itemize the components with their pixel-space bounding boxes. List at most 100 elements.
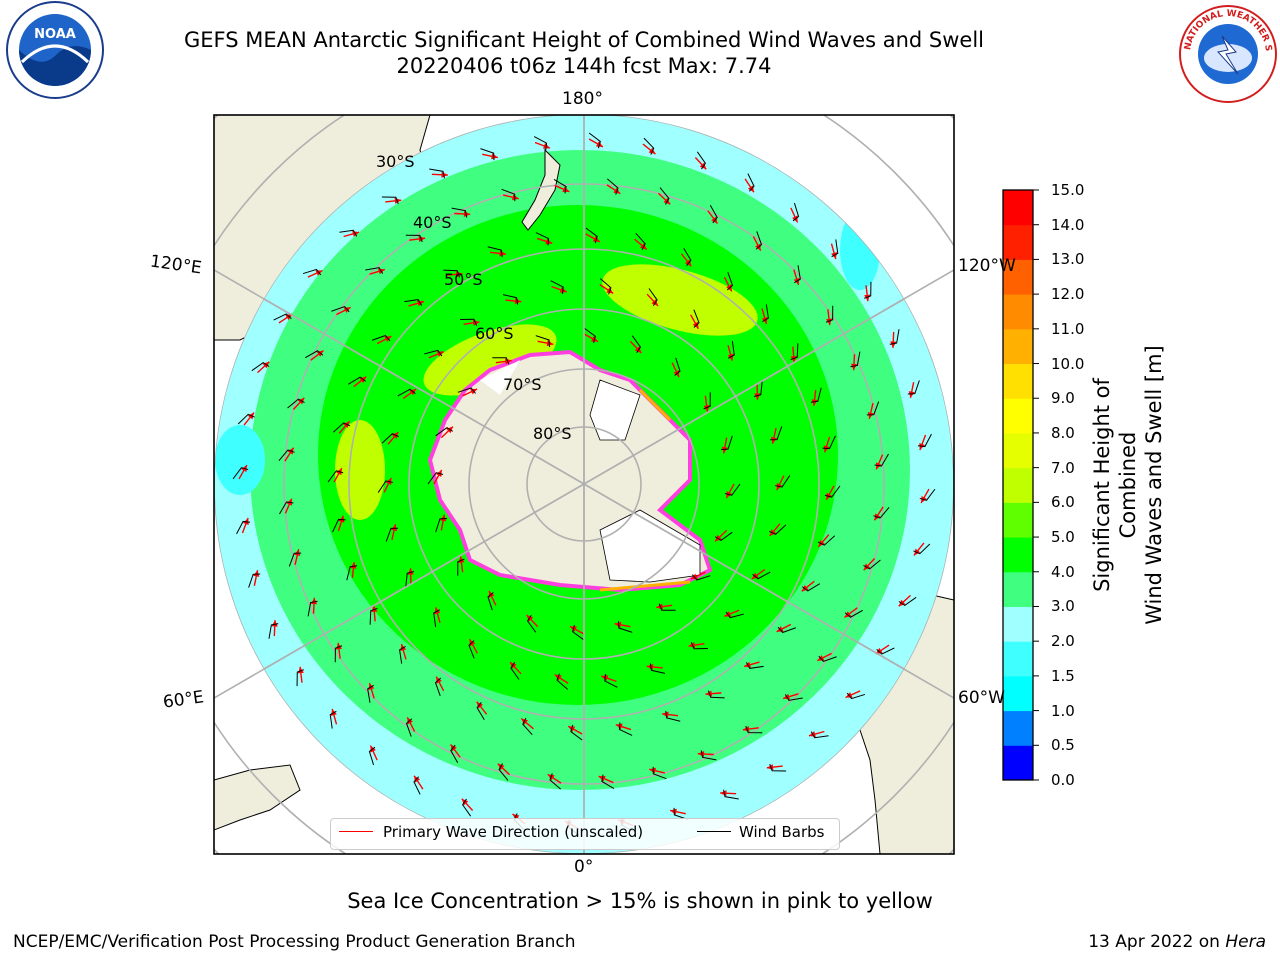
wave-arrow-head [649,767,657,774]
wind-barb [535,335,550,347]
wind-barb [405,570,415,588]
colorbar-title: Significant Height of Combined Wind Wave… [1090,345,1166,625]
wind-barb [700,750,717,761]
wind-barb [919,488,936,501]
svg-text:NOAA: NOAA [34,27,76,42]
wind-barb [332,518,346,533]
wind-barb [844,609,863,618]
wind-barb [784,694,803,701]
wind-barb [570,724,583,741]
wind-barb [404,299,423,306]
wind-barb [917,433,932,448]
colorbar-tick-label: 8.0 [1051,423,1075,442]
wind-barb [631,335,642,354]
wind-barb [296,669,305,687]
wind-barb [714,531,733,542]
wind-barb [232,467,249,480]
wind-barb [279,501,294,515]
wind-barb [769,524,787,535]
colorbar-tick-label: 14.0 [1051,215,1085,234]
wind-barb [405,718,413,737]
wind-barb [752,571,771,580]
wind-barb [745,725,763,734]
wind-barb [801,583,821,592]
wave-arrow-head [499,250,506,257]
wind-barb [673,807,688,820]
wind-barb [307,600,318,617]
wind-barb [618,621,633,633]
colorbar-tick-label: 6.0 [1051,493,1075,512]
colorbar-tick-label: 9.0 [1051,389,1075,408]
wind-barb [346,565,358,581]
wind-barb [775,475,791,488]
wave-arrow-head [294,549,301,557]
wind-barb [898,596,917,606]
wind-barb [755,231,763,250]
wind-barb [332,422,351,433]
wind-barb [790,343,799,361]
wind-barb [588,132,601,149]
wind-barb [658,603,676,611]
wind-barb [692,574,711,581]
noaa-logo: NOAA [6,1,104,99]
wind-barb [334,645,343,663]
wind-barb [607,178,619,195]
wind-barb [510,661,520,680]
wave-arrow-head [770,436,777,444]
colorbar-tick-label: 1.0 [1051,701,1075,720]
wind-barb [874,453,889,467]
footer-date: 13 Apr 2022 on Hera [1088,932,1266,952]
barb-legend-line [697,831,731,832]
wind-barb [792,202,800,222]
wind-barb [604,673,618,688]
wave-arrow-head [747,185,754,193]
wave-arrow-head [391,524,398,532]
wind-barb [377,480,393,493]
wind-barb [583,327,596,344]
chart-subtitle: 20220406 t06z 144h fcst Max: 7.74 [396,54,772,78]
wind-barb [818,655,837,663]
colorbar-bin [1003,641,1033,677]
lon-label-lower-right: 60°W [958,688,1005,708]
wind-barb [674,357,681,376]
wind-barb [770,426,783,441]
wave-arrow-head [285,314,293,321]
wind-barb [492,357,510,365]
wind-barb [601,774,615,789]
continent-africa [214,764,301,831]
wind-barb [866,401,880,416]
wave-arrow-head [811,399,818,406]
wind-barb [556,673,569,690]
wind-barb [251,362,270,372]
wind-barb [502,294,519,305]
colorbar-bin [1003,467,1033,503]
wind-barb [696,151,706,170]
wind-barb [727,341,735,359]
colorbar [1002,189,1039,781]
wind-barb [476,701,485,721]
wind-barb [769,763,787,772]
chart-title: GEFS MEAN Antarctic Significant Height o… [183,28,985,52]
lat-label-40: 40°S [413,213,452,232]
colorbar-tick-label: 15.0 [1051,181,1085,199]
wind-barb [762,304,769,323]
wind-barb [462,798,472,817]
wind-barb [550,280,564,295]
wind-barb [457,558,465,576]
lat-label-80: 80°S [533,424,572,443]
map-legend: Primary Wave Direction (unscaled) Wind B… [330,818,840,850]
wind-barb [643,137,655,155]
colorbar-bin [1003,710,1033,746]
lat-label-30: 30°S [376,152,415,171]
wind-barb [429,168,445,179]
wind-barb [433,609,441,627]
wave-arrow-head [875,647,883,654]
wind-barb [876,647,895,655]
wind-barb [443,269,461,278]
colorbar-bin [1003,606,1033,642]
lat-label-50: 50°S [444,270,483,289]
wind-barb [652,766,667,780]
wind-barb [450,744,459,763]
wave-direction-arrows [232,132,936,836]
lon-label-bottom: 0° [574,857,594,877]
